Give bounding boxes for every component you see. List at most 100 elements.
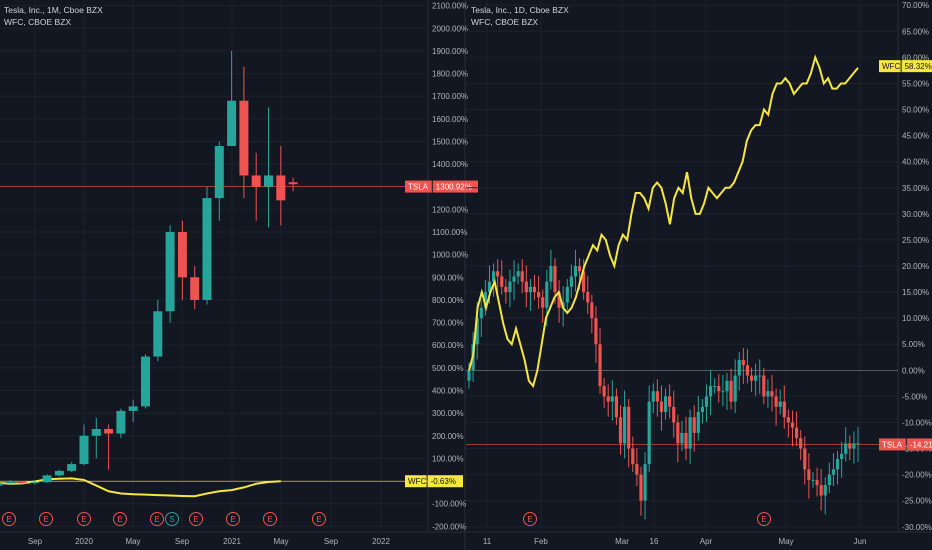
right-candle-body: [688, 417, 692, 449]
left-candle-body: [276, 175, 286, 201]
right-candle-body: [479, 307, 483, 319]
left-candle-body: [67, 464, 77, 471]
right-y-tick-label: 15.00%: [902, 288, 929, 297]
left-x-tick-label: Sep: [324, 537, 339, 546]
left-wfc-tag: WFC -0.63%: [405, 475, 463, 488]
right-candle-body: [721, 391, 725, 393]
right-candle-body: [782, 401, 786, 418]
right-tsla-tag-symbol-box: [879, 438, 906, 451]
right-candle-body: [655, 391, 659, 402]
left-event-marker-letter: E: [43, 515, 48, 524]
right-candle-body: [635, 464, 639, 475]
left-event-marker: E: [113, 512, 127, 526]
left-event-marker: E: [226, 512, 240, 526]
right-candle-body: [680, 432, 684, 444]
right-candle-body: [745, 365, 750, 376]
right-y-tick-label: 70.00%: [902, 1, 929, 10]
right-candle-body: [676, 422, 680, 444]
left-event-marker-letter: E: [117, 515, 122, 524]
right-candle-body: [799, 438, 803, 449]
right-candle-body: [541, 297, 545, 308]
right-y-tick-label: 40.00%: [902, 158, 929, 167]
right-candle-body: [582, 271, 586, 293]
right-candle-body: [708, 385, 713, 397]
left-candle-body: [202, 198, 212, 300]
right-tsla-tag-symbol: TSLA: [882, 440, 903, 449]
left-x-tick-label: May: [125, 537, 140, 546]
right-chart-pane[interactable]: 70.00% 65.00% 60.00% 55.00% 50.00% 45.00% 40.0…: [466, 0, 932, 546]
right-candle-body: [696, 412, 700, 433]
left-event-marker: E: [189, 512, 203, 526]
right-x-tick-label: 16: [650, 537, 659, 546]
right-chart-subtitle: WFC, CBOE BZX: [471, 17, 538, 27]
right-candle-body: [565, 286, 569, 303]
right-wfc-tag-symbol-box: [879, 60, 901, 73]
left-y-axis: 2100.00% 2000.00% 1900.00% 1800.00% 1700.00%…: [432, 2, 468, 532]
left-event-marker: E: [263, 512, 277, 526]
right-candle-body: [811, 479, 815, 481]
right-y-tick-label: 25.00%: [902, 236, 929, 245]
left-x-tick-label: Sep: [28, 537, 43, 546]
right-candle-body: [643, 464, 647, 501]
right-candle-body: [852, 443, 856, 449]
left-event-marker-ring: [165, 512, 179, 526]
right-candle-body: [766, 391, 770, 397]
right-y-tick-label: 0.00%: [902, 366, 925, 375]
left-price-tags: TSLA 1300.92% WFC -0.63%: [405, 180, 478, 488]
right-tsla-tag-value: -14.21%: [910, 440, 932, 449]
right-candle-body: [758, 375, 762, 377]
right-candle-body: [717, 385, 721, 392]
right-wfc-tag-value-box: [901, 60, 932, 73]
right-candle-body: [631, 448, 635, 465]
left-chart-pane[interactable]: 2100.00% 2000.00% 1900.00% 1800.00% 1700.00%…: [0, 0, 478, 546]
left-y-tick-label: 2000.00%: [432, 24, 468, 33]
left-candle-body: [5, 482, 15, 484]
right-candle-body: [823, 485, 827, 496]
right-x-tick-label: May: [778, 537, 793, 546]
right-candle-body: [729, 380, 733, 402]
left-event-marker: E: [150, 512, 164, 526]
left-event-marker: E: [312, 512, 326, 526]
left-candle-body: [214, 146, 224, 199]
right-candle-body: [627, 406, 631, 449]
left-y-tick-label: 400.00%: [432, 387, 464, 396]
right-candle-body: [762, 375, 766, 397]
left-y-tick-label: -200.00%: [432, 522, 466, 531]
right-candle-body: [831, 469, 836, 475]
right-x-tick-label: Jun: [854, 537, 867, 546]
right-x-tick-label: 11: [483, 537, 492, 546]
right-candle-body: [778, 401, 782, 407]
left-tsla-tag: TSLA 1300.92%: [405, 180, 478, 193]
left-y-tick-label: 500.00%: [432, 364, 464, 373]
right-candle-body: [807, 469, 811, 480]
right-x-tick-label: Feb: [534, 537, 548, 546]
right-wfc-tag-value: 58.32%: [905, 62, 932, 71]
right-x-tick-label: Apr: [700, 537, 713, 546]
left-y-tick-label: 100.00%: [432, 454, 464, 463]
left-y-tick-label: 900.00%: [432, 273, 464, 282]
right-event-marker: E: [757, 512, 771, 526]
right-tsla-candles: [467, 249, 860, 520]
left-candle-body: [264, 175, 273, 187]
right-candle-body: [516, 271, 520, 277]
right-candle-body: [794, 427, 799, 439]
left-y-tick-label: 1400.00%: [432, 160, 468, 169]
right-y-tick-label: -30.00%: [902, 523, 932, 532]
left-candle-body: [128, 406, 138, 411]
left-candle-body: [227, 100, 237, 147]
left-event-marker-letter: E: [6, 515, 11, 524]
left-candle-body: [165, 232, 175, 312]
right-candle-body: [790, 422, 795, 428]
left-y-tick-label: 1200.00%: [432, 205, 468, 214]
left-event-marker-ring: [150, 512, 164, 526]
left-y-tick-label: 300.00%: [432, 409, 464, 418]
right-y-tick-label: 20.00%: [902, 262, 929, 271]
right-candle-body: [844, 443, 848, 454]
right-y-tick-label: 65.00%: [902, 27, 929, 36]
right-y-tick-label: -5.00%: [902, 392, 927, 401]
right-candle-body: [741, 359, 745, 366]
left-chart-subtitle: WFC, CBOE BZX: [4, 17, 71, 27]
right-candle-body: [835, 458, 840, 470]
